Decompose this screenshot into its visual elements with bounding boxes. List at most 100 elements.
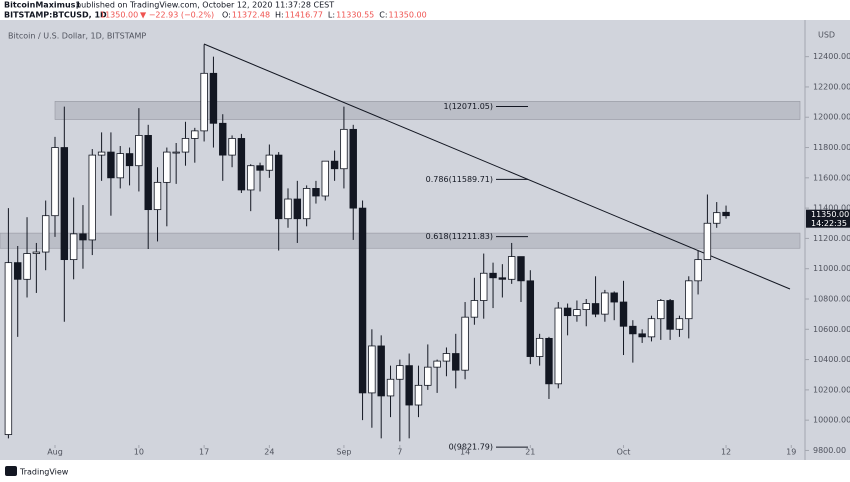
candle-body: [405, 365, 413, 406]
candle-body: [330, 160, 339, 170]
zones: [0, 101, 801, 249]
candle-body: [200, 72, 208, 132]
price: 11350.00: [100, 11, 138, 20]
ohlc-value: 11372.48: [232, 11, 270, 20]
candle-body: [629, 325, 637, 335]
published: published on TradingView.com, October 12…: [76, 1, 334, 10]
x-tick-label: 7: [397, 448, 402, 457]
candle-body: [377, 345, 385, 397]
candle-body: [181, 138, 190, 153]
y-tick-label: 10000.00: [813, 416, 850, 425]
y-tick-label: 11200.00: [813, 234, 850, 243]
candle-body: [573, 309, 581, 317]
y-tick-label: 10400.00: [813, 355, 850, 364]
candle-body: [51, 147, 59, 217]
change: ▼ −22.93 (−0.2%): [140, 11, 214, 20]
brand: TradingView: [5, 466, 69, 477]
chart-title: Bitcoin / U.S. Dollar, 1D, BITSTAMP: [8, 32, 146, 41]
brand-logo: [5, 466, 17, 476]
x-tick-label: Sep: [336, 448, 351, 457]
candle-body: [647, 318, 656, 338]
candle-body: [545, 337, 553, 385]
ohlc-value: 11350.00: [389, 11, 427, 20]
candle-body: [60, 147, 69, 261]
candles: [4, 44, 730, 442]
axis-unit: USD: [818, 31, 835, 40]
ohlc-value: 11330.55: [336, 11, 374, 20]
x-tick-label: 14: [460, 448, 470, 457]
candle-body: [41, 215, 50, 253]
candle-body: [675, 318, 684, 330]
candle-body: [209, 72, 218, 124]
candle-body: [489, 272, 497, 279]
candle-body: [107, 151, 115, 179]
zone: [0, 232, 801, 249]
candle-body: [32, 251, 41, 254]
candle-body: [526, 280, 535, 357]
candle-body: [601, 292, 609, 315]
fib-label: 1(12071.05): [443, 102, 493, 111]
candle-body: [172, 151, 180, 154]
author: BitcoinMaximus1: [4, 1, 81, 10]
ohlc-key: O:: [222, 11, 231, 20]
candle-body: [153, 181, 162, 211]
ohlc-key: L:: [328, 11, 335, 20]
candle-body: [284, 198, 292, 220]
trend-line: [203, 43, 791, 290]
y-tick-label: 10200.00: [813, 385, 850, 394]
candle-body: [442, 353, 451, 362]
candle-body: [452, 353, 460, 371]
y-tick-label: 12000.00: [813, 113, 850, 122]
candle-body: [433, 360, 441, 368]
candle-body: [321, 160, 329, 197]
candle-body: [23, 253, 31, 280]
candle-body: [657, 300, 665, 320]
candle-body: [79, 233, 87, 241]
x-tick-label: Aug: [47, 448, 63, 457]
candle-body: [713, 212, 721, 224]
candle-body: [191, 130, 199, 139]
candle-body: [517, 256, 525, 282]
brand-name: TradingView: [19, 468, 69, 477]
candle-body: [722, 211, 730, 217]
candle-body: [4, 262, 13, 435]
x-tick-label: 21: [525, 448, 535, 457]
candle-body: [610, 292, 618, 303]
candle-body: [116, 153, 124, 179]
fib-label: 0.618(11211.83): [426, 232, 493, 241]
candle-body: [638, 333, 646, 338]
y-tick-label: 12200.00: [813, 82, 850, 91]
y-tick-label: 11000.00: [813, 264, 850, 273]
y-tick-label: 12400.00: [813, 52, 850, 61]
candle-body: [302, 188, 311, 220]
candle-body: [554, 307, 562, 385]
zone: [54, 101, 801, 120]
ohlc-readout: O: 11372.48 H: 11416.77 L: 11330.55 C: 11350.00: [222, 11, 427, 20]
candle-body: [619, 301, 628, 327]
candle-body: [685, 280, 693, 320]
symbol: BITSTAMP:BTCUSD, 1D: [4, 11, 107, 20]
y-tick-label: 11600.00: [813, 173, 850, 182]
candle-body: [125, 153, 134, 167]
candle-body: [582, 303, 590, 310]
candle-body: [368, 345, 376, 394]
last-price-tag: [806, 209, 850, 228]
ohlc-key: H:: [275, 11, 284, 20]
candle-body: [480, 272, 488, 301]
header-bar: [0, 0, 850, 20]
footer-bar: [0, 460, 850, 482]
candle-body: [14, 262, 22, 280]
candle-body: [293, 198, 302, 220]
candle-body: [396, 365, 404, 380]
x-tick-label: 19: [786, 448, 796, 457]
candle-body: [247, 165, 255, 191]
candle-body: [424, 366, 432, 386]
x-tick-label: 10: [134, 448, 144, 457]
axes: 12400.00 12200.00 12000.00 11800.00 11600.00…: [47, 52, 850, 457]
x-tick-label: 24: [264, 448, 274, 457]
x-tick-label: Oct: [617, 448, 631, 457]
y-tick-label: 10600.00: [813, 325, 850, 334]
countdown: 14:22:35: [811, 219, 847, 228]
candle-body: [219, 122, 227, 156]
